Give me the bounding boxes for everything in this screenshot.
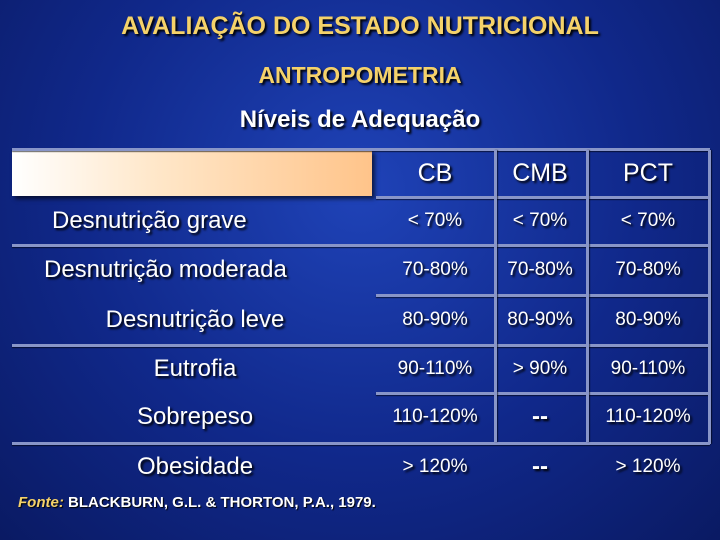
table-header-bar (12, 150, 372, 196)
table-cell-pct: 80-90% (615, 309, 681, 330)
row-label: Sobrepeso (136, 403, 254, 430)
section-title: Níveis de Adequação (239, 106, 481, 133)
table-cell-cb: 80-90% (402, 309, 468, 330)
row-label: Eutrofia (153, 355, 237, 382)
table-column-divider (494, 150, 497, 442)
table-cell-cb: 90-110% (397, 358, 473, 379)
column-header-pct: PCT (623, 158, 673, 187)
column-header-cb: CB (417, 158, 453, 187)
table-cell-cmb: 80-90% (507, 309, 573, 330)
table-row-divider (12, 344, 710, 347)
table-cell-pct: 90-110% (610, 358, 686, 379)
row-label: Desnutrição grave (52, 207, 247, 234)
column-header-cmb: CMB (512, 158, 568, 187)
row-label: Desnutrição moderada (44, 256, 287, 283)
table-row-divider (376, 196, 710, 199)
page-subtitle: ANTROPOMETRIA (258, 62, 462, 88)
table-row-divider (376, 392, 710, 395)
table-cell-cmb: > 90% (512, 358, 568, 379)
row-label: Desnutrição leve (105, 306, 285, 333)
table-row-divider (12, 442, 710, 445)
table-cell-pct: < 70% (620, 210, 676, 231)
table-row-divider (376, 294, 710, 297)
table-cell-pct: 110-120% (605, 406, 691, 427)
table-cell-cmb: -- (532, 453, 548, 480)
table-cell-cb: 70-80% (402, 259, 468, 280)
table-row-divider (12, 244, 710, 247)
row-label: Obesidade (136, 453, 254, 480)
table-cell-cb: 110-120% (392, 406, 478, 427)
source-citation: Fonte: BLACKBURN, G.L. & THORTON, P.A., … (18, 494, 376, 511)
table-cell-cmb: -- (532, 403, 548, 430)
source-text: BLACKBURN, G.L. & THORTON, P.A., 1979. (63, 494, 376, 511)
page-title: AVALIAÇÃO DO ESTADO NUTRICIONAL (121, 12, 599, 40)
table-cell-cb: > 120% (402, 456, 468, 477)
table-cell-cmb: < 70% (512, 210, 568, 231)
table-column-divider (586, 150, 589, 442)
table-cell-pct: > 120% (615, 456, 681, 477)
table-border-top (12, 148, 710, 151)
source-prefix: Fonte: (18, 494, 64, 511)
table-cell-cmb: 70-80% (507, 259, 573, 280)
table-cell-cb: < 70% (407, 210, 463, 231)
table-cell-pct: 70-80% (615, 259, 681, 280)
table-border-right (708, 150, 711, 444)
